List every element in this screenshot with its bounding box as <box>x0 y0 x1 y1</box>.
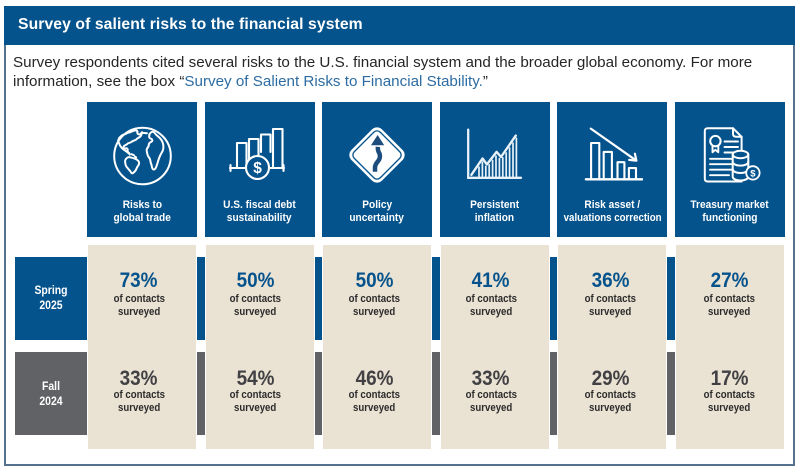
svg-text:$: $ <box>253 160 262 177</box>
svg-text:$: $ <box>750 168 756 179</box>
